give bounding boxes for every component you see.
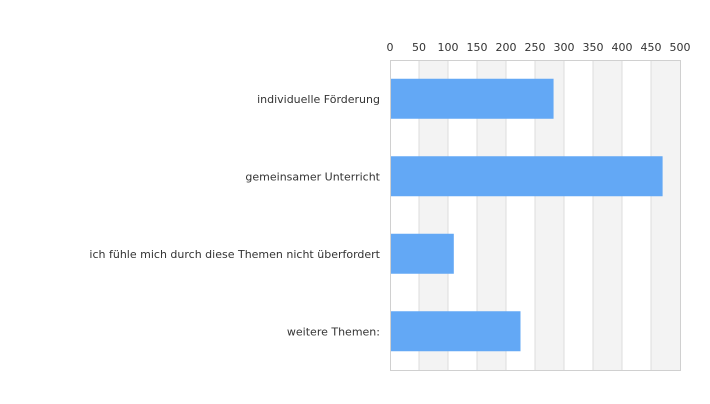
bar-1: [391, 156, 663, 197]
x-tick-label-350: 350: [583, 41, 604, 54]
x-tick-label-0: 0: [387, 41, 394, 54]
band-450-500: [651, 60, 680, 370]
x-tick-label-400: 400: [612, 41, 633, 54]
category-label-1: gemeinsamer Unterricht: [245, 170, 380, 183]
x-tick-label-250: 250: [525, 41, 546, 54]
x-tick-label-100: 100: [438, 41, 459, 54]
x-tick-label-450: 450: [641, 41, 662, 54]
band-350-400: [593, 60, 622, 370]
bar-3: [391, 311, 521, 352]
x-tick-label-500: 500: [670, 41, 691, 54]
x-tick-label-200: 200: [496, 41, 517, 54]
category-label-2: ich fühle mich durch diese Themen nicht …: [89, 248, 380, 261]
bar-0: [391, 78, 554, 119]
plot-frame: [390, 60, 681, 371]
bar-2: [391, 233, 454, 274]
category-label-0: individuelle Förderung: [257, 93, 380, 106]
category-label-3: weitere Themen:: [287, 325, 380, 338]
category-labels: individuelle Förderung gemeinsamer Unterr…: [89, 93, 380, 339]
x-axis-ticks: 0 50 100 150 200 250 300 350 400 450 500: [387, 41, 691, 54]
plot-border: [390, 60, 681, 371]
x-tick-label-150: 150: [467, 41, 488, 54]
x-tick-label-300: 300: [554, 41, 575, 54]
x-tick-label-50: 50: [412, 41, 426, 54]
bars: [391, 78, 663, 352]
